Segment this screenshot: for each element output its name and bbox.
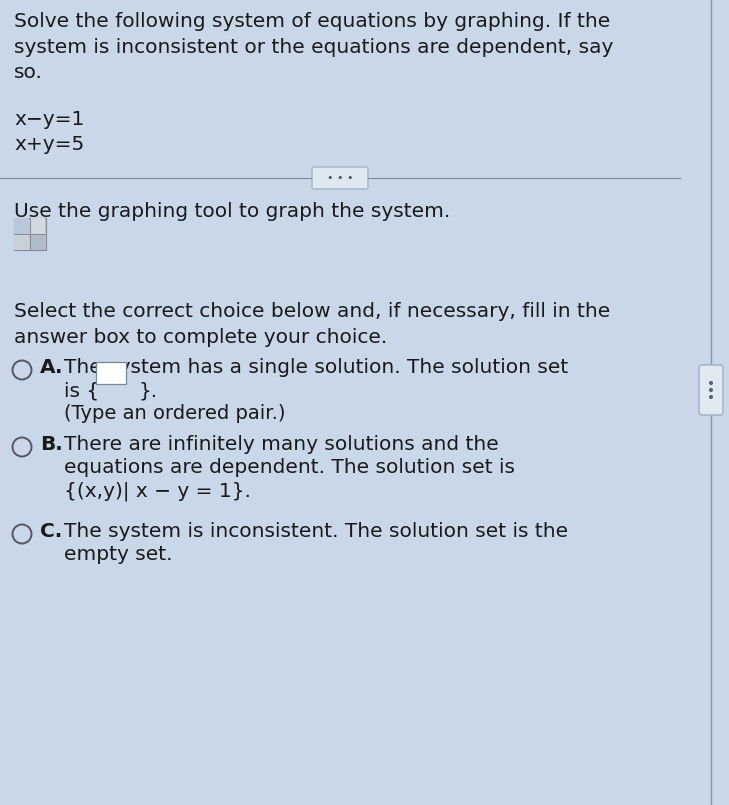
Circle shape (709, 382, 713, 385)
Circle shape (709, 382, 713, 385)
Text: • • •: • • • (327, 173, 354, 183)
Text: x−y=1: x−y=1 (14, 110, 85, 129)
Circle shape (709, 388, 713, 392)
Text: Use the graphing tool to graph the system.: Use the graphing tool to graph the syste… (14, 202, 451, 221)
Circle shape (709, 382, 713, 385)
Text: A.: A. (40, 358, 63, 377)
FancyBboxPatch shape (96, 362, 126, 384)
Circle shape (709, 388, 713, 392)
Text: C.: C. (40, 522, 62, 541)
FancyBboxPatch shape (699, 365, 723, 415)
Circle shape (709, 388, 713, 392)
Text: The system is inconsistent. The solution set is the: The system is inconsistent. The solution… (64, 522, 568, 541)
Text: B.: B. (40, 435, 63, 454)
Text: Select the correct choice below and, if necessary, fill in the
answer box to com: Select the correct choice below and, if … (14, 302, 610, 347)
Text: equations are dependent. The solution set is: equations are dependent. The solution se… (64, 458, 515, 477)
Text: empty set.: empty set. (64, 545, 173, 564)
FancyBboxPatch shape (31, 218, 45, 234)
Text: (Type an ordered pair.): (Type an ordered pair.) (64, 404, 286, 423)
Text: Solve the following system of equations by graphing. If the
system is inconsiste: Solve the following system of equations … (14, 12, 613, 82)
FancyBboxPatch shape (14, 234, 29, 250)
Text: x+y=5: x+y=5 (14, 135, 85, 154)
Text: is {: is { (64, 381, 99, 400)
FancyBboxPatch shape (312, 167, 368, 189)
Circle shape (709, 395, 713, 398)
Text: {(x,y)| x − y = 1}.: {(x,y)| x − y = 1}. (64, 481, 251, 501)
Text: }.: }. (139, 381, 158, 400)
FancyBboxPatch shape (14, 218, 46, 250)
Circle shape (709, 395, 713, 398)
FancyBboxPatch shape (31, 234, 45, 250)
FancyBboxPatch shape (14, 218, 29, 234)
Text: There are infinitely many solutions and the: There are infinitely many solutions and … (64, 435, 499, 454)
Text: The system has a single solution. The solution set: The system has a single solution. The so… (64, 358, 568, 377)
Circle shape (709, 395, 713, 398)
